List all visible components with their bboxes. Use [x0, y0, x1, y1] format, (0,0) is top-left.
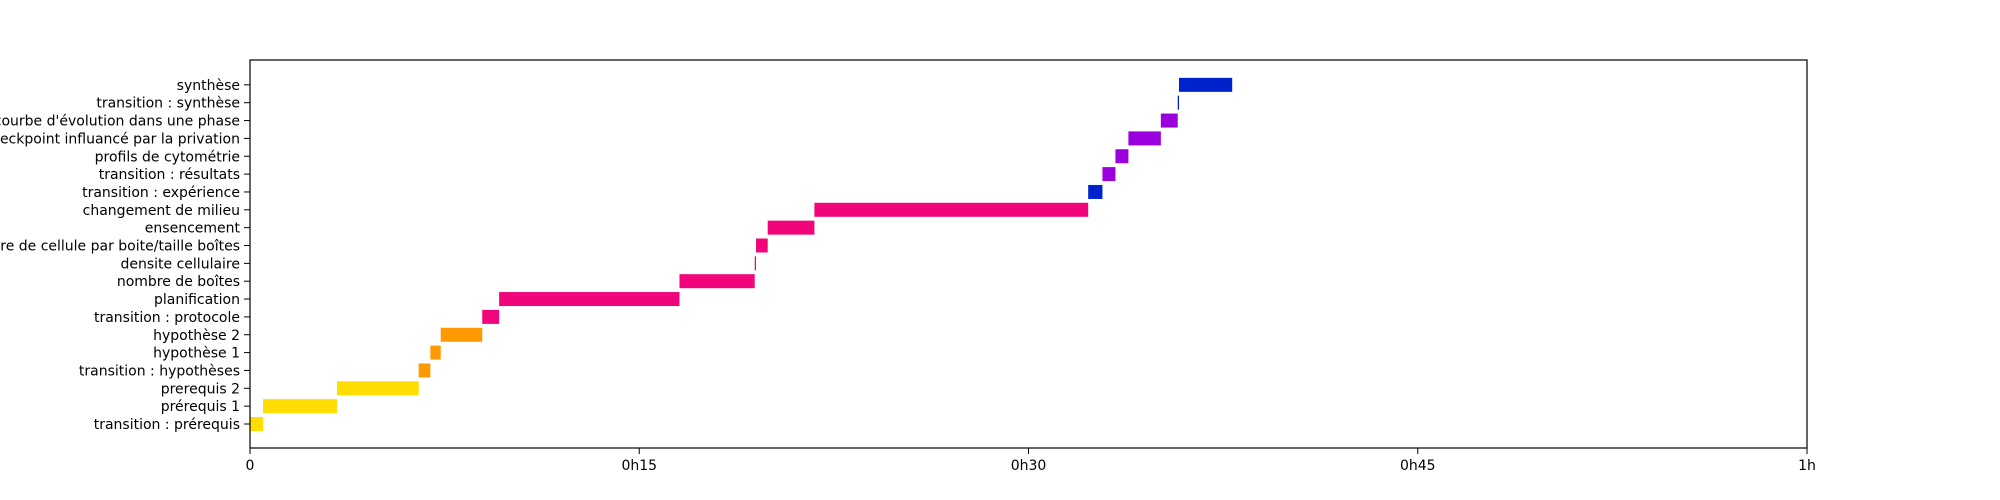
task-label: prerequis 2: [161, 381, 240, 397]
y-axis: transition : prérequis prérequis 1 prerequ…: [0, 78, 250, 433]
task-label: transition : hypothèses: [79, 363, 240, 379]
task-bar: [440, 327, 483, 342]
task-bar: [250, 417, 263, 431]
task-label: courbe d'évolution dans une phase: [0, 114, 240, 130]
plot-area-frame: [249, 59, 1808, 449]
task-label: transition : résultats: [99, 167, 240, 183]
task-label: checkpoint influancé par la privation: [0, 131, 240, 147]
task-bar: [1160, 113, 1178, 128]
task-label: hypothèse 2: [153, 328, 240, 344]
task-label: ensencement: [145, 221, 241, 237]
x-axis: 0 0h15 0h30 0h45 1h: [246, 448, 1816, 474]
x-tick-label: 0: [246, 458, 255, 474]
task-label: profils de cytométrie: [95, 149, 240, 165]
task-bar: [336, 381, 419, 396]
task-bar: [767, 220, 815, 235]
x-tick-label: 1h: [1798, 458, 1816, 474]
task-label: planification: [154, 292, 240, 308]
task-bar: [262, 399, 337, 414]
task-label: hypothèse 1: [153, 346, 240, 362]
task-label: transition : expérience: [82, 185, 240, 201]
task-bar: [418, 363, 431, 378]
task-label: changement de milieu: [83, 203, 240, 219]
task-bar: [1128, 131, 1161, 146]
x-tick-label: 0h45: [1400, 458, 1436, 474]
task-bar: [482, 309, 500, 324]
task-bar: [1115, 149, 1129, 164]
task-bar: [430, 345, 441, 360]
task-bar: [1179, 77, 1233, 92]
task-bar: [679, 274, 755, 289]
task-bar: [1177, 95, 1180, 110]
x-tick-label: 0h15: [621, 458, 657, 474]
task-bar: [756, 238, 768, 253]
task-label: transition : synthèse: [96, 96, 240, 112]
task-label: prérequis 1: [161, 399, 240, 415]
task-label: transition : protocole: [94, 310, 240, 326]
task-bar: [499, 292, 680, 307]
task-label: nombre de boîtes: [117, 274, 240, 290]
task-label: synthèse: [177, 78, 240, 94]
task-label: transition : prérequis: [94, 417, 240, 433]
bars-layer: [250, 77, 1233, 431]
task-label: nombre de cellule par boite/taille boîte…: [0, 239, 240, 255]
task-bar: [1088, 184, 1103, 199]
task-bar: [1102, 167, 1116, 182]
task-bar: [814, 202, 1089, 217]
task-label: densite cellulaire: [121, 256, 241, 272]
task-bar: [754, 256, 757, 271]
x-tick-label: 0h30: [1011, 458, 1047, 474]
